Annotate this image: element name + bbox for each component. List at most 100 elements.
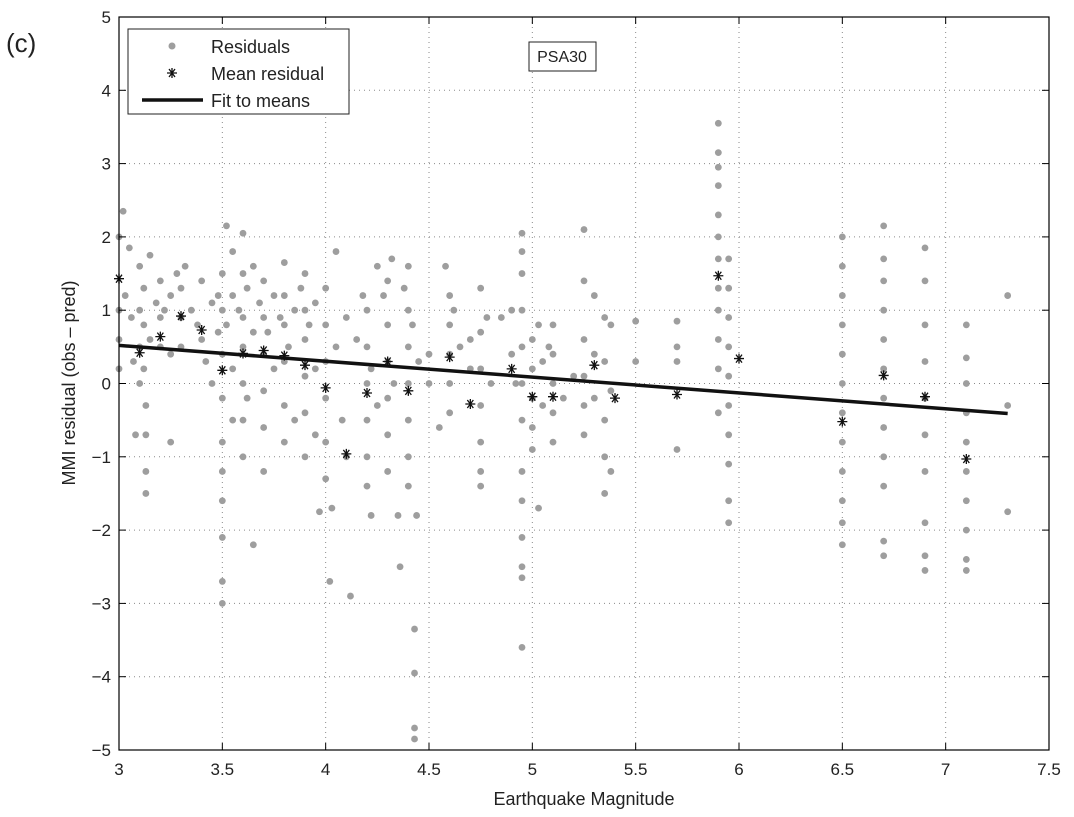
residual-point (229, 365, 237, 373)
residual-point (404, 453, 412, 461)
residual-point (359, 292, 367, 299)
residual-point (121, 292, 129, 299)
mean-marker-stroke (238, 348, 248, 359)
residual-point (880, 552, 888, 560)
residual-point (725, 255, 733, 263)
residual-point (342, 314, 350, 321)
residual-point (673, 446, 681, 453)
residual-point (921, 358, 929, 365)
residual-point (373, 262, 381, 270)
residual-point (181, 262, 189, 270)
x-tick-label: 6.5 (831, 760, 855, 779)
residual-point (332, 343, 340, 351)
y-tick-label: −3 (92, 594, 111, 613)
x-tick-label: 4 (321, 760, 330, 779)
residual-point (243, 394, 251, 402)
residual-point (528, 336, 536, 343)
residual-point (497, 314, 505, 321)
residual-point (518, 574, 526, 582)
residual-point (714, 163, 722, 171)
y-tick-label: 3 (102, 155, 111, 174)
residual-point (249, 262, 257, 270)
residual-point (673, 317, 681, 325)
residual-point (411, 669, 418, 677)
residual-point (260, 468, 268, 475)
residual-point (962, 354, 970, 362)
residual-point (367, 512, 375, 519)
mean-marker-stroke (672, 389, 682, 400)
residual-point (260, 314, 268, 321)
residual-point (1004, 292, 1012, 299)
residual-point (208, 299, 216, 307)
residual-point (367, 365, 375, 373)
residual-point (921, 519, 929, 527)
residual-point (140, 365, 148, 373)
y-tick-label: −5 (92, 741, 111, 760)
residual-point (239, 270, 247, 277)
residual-point (353, 336, 361, 343)
mean-marker-stroke (341, 448, 352, 459)
residual-point (136, 380, 144, 387)
residual-point (167, 438, 175, 446)
mean-marker-stroke (713, 270, 724, 281)
residual-point (725, 372, 733, 380)
x-tick-label: 7 (941, 760, 950, 779)
residual-point (838, 519, 846, 527)
residual-point (322, 284, 330, 292)
residual-point (363, 343, 371, 351)
residual-point (725, 284, 733, 292)
residual-point (229, 292, 237, 299)
residual-point (173, 270, 181, 277)
residual-point (518, 306, 526, 314)
annotation-label: PSA30 (537, 49, 587, 66)
residual-point (673, 343, 681, 351)
residual-point (601, 416, 609, 424)
residual-point (921, 567, 929, 574)
residual-point (880, 336, 888, 343)
residual-point (714, 284, 722, 292)
residual-point (311, 431, 319, 439)
residual-point (838, 350, 846, 358)
residual-point (838, 468, 846, 475)
residual-point (446, 380, 454, 387)
residual-point (1004, 402, 1012, 409)
residual-point (580, 336, 588, 343)
mean-markers (114, 270, 972, 464)
residual-point (328, 504, 336, 512)
residual-point (409, 321, 416, 329)
residual-point (518, 563, 526, 571)
residual-point (1004, 508, 1012, 516)
residual-point (590, 350, 598, 358)
residual-point (714, 255, 722, 263)
mean-marker (382, 356, 393, 367)
residual-point (404, 343, 412, 351)
residual-point (446, 292, 454, 299)
mean-marker (672, 389, 682, 400)
residual-point (280, 259, 288, 266)
mean-marker-stroke (382, 356, 393, 367)
residual-point (130, 358, 137, 365)
residual-point (518, 248, 526, 255)
residual-point (512, 380, 520, 387)
residual-point (508, 306, 516, 314)
mean-marker-stroke (444, 352, 455, 363)
residual-point (477, 482, 485, 490)
residual-point (921, 552, 929, 560)
residual-point (477, 402, 485, 409)
residual-point (714, 211, 722, 219)
residual-point (580, 277, 588, 285)
residual-point (880, 394, 888, 402)
residual-point (388, 255, 396, 263)
fit-line (118, 343, 1008, 416)
residual-point (239, 380, 247, 387)
residual-point (218, 578, 226, 585)
residual-point (601, 314, 609, 321)
residual-point (518, 416, 526, 424)
residual-point (880, 277, 888, 285)
residual-point (239, 229, 247, 237)
residual-point (601, 453, 609, 461)
residual-point (380, 292, 387, 299)
mean-marker-stroke (279, 350, 290, 361)
residual-point (363, 453, 371, 461)
